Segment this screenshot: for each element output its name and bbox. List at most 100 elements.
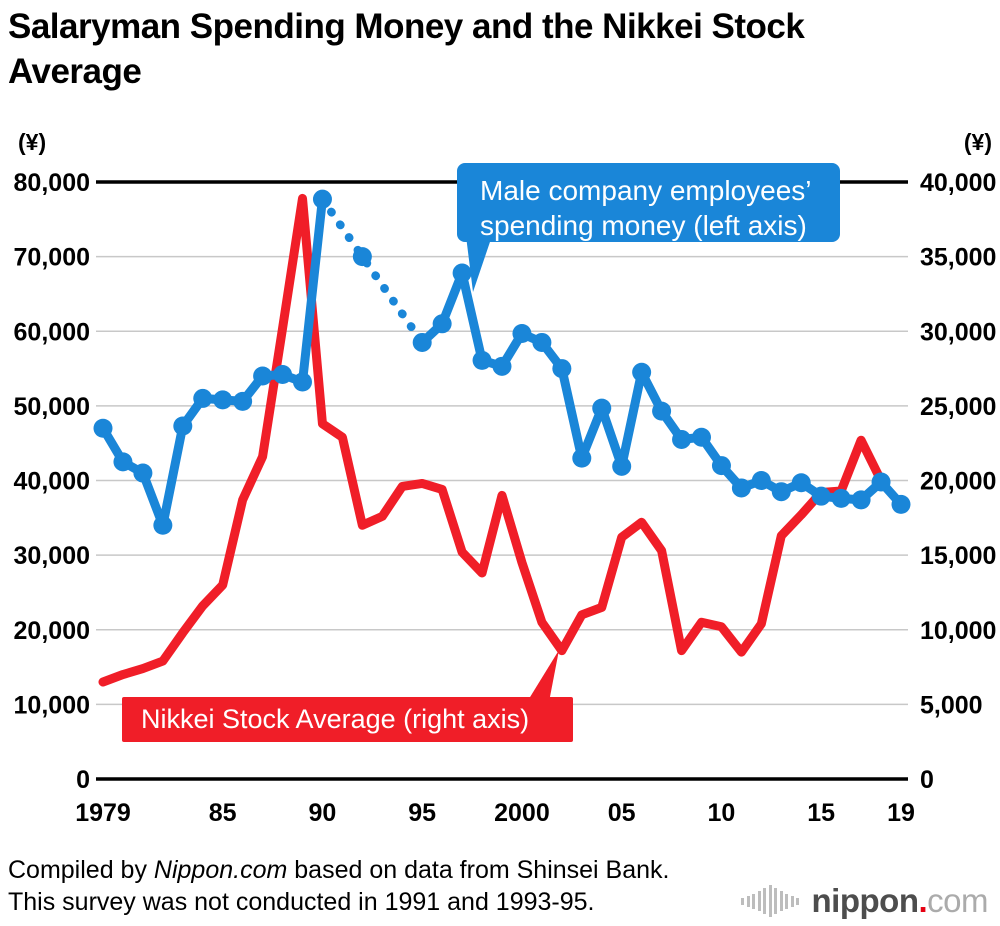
logo-bar [768, 885, 772, 917]
logo-wordmark: nippon.com [811, 882, 989, 919]
right-axis-tick-label: 15,000 [920, 542, 996, 570]
x-axis-tick-label: 1979 [75, 799, 131, 827]
x-axis-tick-label: 90 [309, 799, 337, 827]
spending-data-point [153, 515, 173, 535]
legend-spending-label: Male company employees’ spending money (… [480, 173, 812, 243]
logo-bar [752, 893, 756, 909]
soundwave-bars-icon [741, 882, 802, 920]
spending-data-point [831, 488, 851, 508]
spending-data-point [472, 350, 492, 370]
right-axis-unit: (¥) [964, 129, 992, 155]
right-axis-tick-label: 30,000 [920, 318, 996, 346]
spending-data-point [312, 189, 332, 209]
spending-data-point [711, 456, 731, 476]
spending-data-point [891, 494, 911, 514]
right-axis-tick-label: 5,000 [920, 691, 983, 719]
logo-bar [741, 897, 745, 905]
nikkei-callout-box [122, 697, 573, 742]
spending-data-point [293, 372, 312, 392]
right-axis-tick-label: 40,000 [920, 169, 996, 197]
right-axis-tick-label: 10,000 [920, 617, 996, 645]
spending-data-point [432, 314, 452, 334]
spending-line-solid [417, 268, 906, 509]
logo-bar [774, 888, 778, 914]
spending-data-point [612, 456, 632, 476]
spending-data-point [213, 390, 233, 410]
left-axis-unit: (¥) [18, 129, 46, 155]
left-axis-tick-label: 10,000 [14, 691, 90, 719]
spending-data-point [452, 263, 472, 283]
spending-data-point [851, 490, 871, 510]
spending-callout-tail [466, 236, 492, 292]
logo-bar [763, 888, 767, 914]
spending-data-point [133, 463, 153, 483]
logo-bar [796, 897, 800, 905]
spending-data-point [193, 388, 213, 408]
spending-data-point [731, 478, 751, 498]
spending-data-point [412, 332, 432, 352]
spending-data-point [791, 473, 811, 493]
left-axis-tick-label: 40,000 [14, 468, 90, 496]
spending-data-point [352, 247, 372, 267]
spending-data-point [233, 391, 253, 411]
spending-data-point [492, 356, 512, 376]
spending-data-point [632, 362, 652, 382]
spending-data-point [592, 398, 612, 418]
x-axis-tick-label: 85 [209, 799, 237, 827]
logo-bar [779, 891, 783, 911]
spending-callout-box [457, 163, 840, 242]
spending-data-point [273, 365, 293, 385]
left-axis-tick-label: 80,000 [14, 169, 90, 197]
spending-data-point [572, 448, 592, 468]
legend-spending-line1: Male company employees’ [480, 175, 812, 206]
logo-bar [757, 891, 761, 911]
spending-data-point [771, 482, 791, 502]
x-axis-tick-label: 10 [708, 799, 736, 827]
legend-spending-line2: spending money (left axis) [480, 210, 807, 241]
page-title: Salaryman Spending Money and the Nikkei … [8, 7, 805, 91]
right-axis-tick-label: 20,000 [920, 468, 996, 496]
spending-data-point [871, 472, 891, 492]
source-line2: This survey was not conducted in 1991 an… [8, 888, 595, 916]
left-axis-tick-label: 0 [76, 766, 90, 794]
source-line1: Compiled by Nippon.com based on data fro… [8, 856, 670, 884]
source-note: Compiled by Nippon.com based on data fro… [8, 854, 670, 918]
nikkei-line [98, 193, 886, 687]
right-axis-tick-label: 25,000 [920, 393, 996, 421]
spending-data-point [253, 366, 273, 386]
x-axis-tick-label: 19 [887, 799, 915, 827]
spending-data-point [552, 359, 572, 379]
x-axis-tick-label: 15 [807, 799, 835, 827]
x-axis-tick-label: 05 [608, 799, 636, 827]
source-name: Nippon.com [153, 856, 288, 884]
legend-nikkei-label: Nikkei Stock Average (right axis) [141, 703, 529, 736]
left-axis-tick-label: 70,000 [14, 244, 90, 272]
nikkei-callout-tail [527, 650, 559, 702]
x-axis-tick-label: 2000 [494, 799, 550, 827]
spending-data-point [751, 471, 771, 490]
spending-data-point [93, 418, 113, 438]
logo-bar [746, 895, 750, 907]
spending-data-point [811, 486, 831, 506]
left-axis-tick-label: 20,000 [14, 617, 90, 645]
spending-data-point [113, 452, 133, 472]
left-axis-tick-label: 50,000 [14, 393, 90, 421]
x-axis-tick-label: 95 [408, 799, 436, 827]
left-axis-tick-label: 30,000 [14, 542, 90, 570]
spending-data-point [672, 429, 692, 449]
spending-data-point [692, 427, 711, 447]
logo-bar [790, 895, 794, 907]
logo-bar [785, 893, 789, 909]
right-axis-tick-label: 35,000 [920, 244, 996, 272]
left-axis-tick-label: 60,000 [14, 318, 90, 346]
spending-data-point [532, 332, 552, 352]
spending-data-point [652, 401, 672, 421]
spending-line-dotted-gap [318, 194, 427, 347]
spending-data-point [173, 416, 193, 436]
spending-data-point [512, 323, 532, 343]
legend-nikkei-text: Nikkei Stock Average (right axis) [141, 704, 530, 734]
nippon-com-logo: nippon.com [741, 882, 988, 920]
right-axis-tick-label: 0 [920, 766, 934, 794]
